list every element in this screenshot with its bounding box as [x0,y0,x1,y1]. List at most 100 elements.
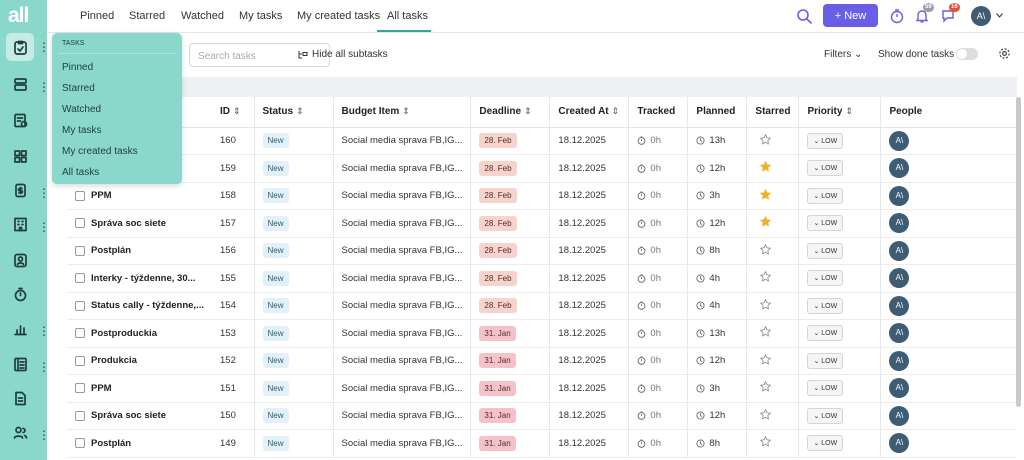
task-name-cell[interactable]: Postplán [67,237,212,265]
priority-select[interactable]: ⌄ LOW [807,297,844,314]
avatar[interactable]: A\ [889,213,910,234]
sidebar-item-contact[interactable] [9,249,31,271]
deadline-badge[interactable]: 31. Jan [479,435,516,451]
search-input[interactable]: Search tasks [189,43,330,67]
deadline-badge[interactable]: 31. Jan [479,408,516,424]
row-checkbox[interactable] [75,245,85,256]
avatar[interactable]: A\ [889,295,910,316]
avatar[interactable]: A\ [889,323,910,344]
priority-cell[interactable]: ⌄ LOW [798,154,881,183]
deadline-cell[interactable]: 31. Jan [470,429,550,458]
task-name-cell[interactable]: Produkcia [67,347,212,375]
task-name-cell[interactable]: Správa soc siete [67,402,212,430]
status-cell[interactable]: New [253,402,333,430]
sidebar-item-apps[interactable] [9,145,31,167]
status-badge[interactable]: New [262,215,289,231]
status-cell[interactable]: New [253,374,333,403]
task-name-cell[interactable]: Správa soc siete [67,209,212,238]
task-name-cell[interactable]: Interky - týždenne, 30... [67,264,212,293]
table-row[interactable]: Postproduckia 153 New Social media sprava F… [67,319,1017,348]
column-header-status[interactable]: Status ⇕ [253,97,333,128]
row-checkbox[interactable] [75,218,85,229]
task-name[interactable]: Postproduckia [91,327,157,339]
more-options-icon[interactable]: ⋮ [38,80,50,94]
column-header-created-at[interactable]: Created At ⇕ [549,97,629,128]
sidebar-item-ledger[interactable] [9,353,31,375]
priority-select[interactable]: ⌄ LOW [807,242,844,259]
priority-cell[interactable]: ⌄ LOW [798,347,881,375]
priority-select[interactable]: ⌄ LOW [807,160,844,177]
sidebar-item-tasks[interactable] [6,33,34,61]
budget-item[interactable]: Social media sprava FB,IG... [332,154,471,183]
task-name[interactable]: Status cally - týždenne,... [91,300,204,312]
row-checkbox[interactable] [75,300,85,311]
show-done-toggle[interactable] [956,48,978,60]
deadline-cell[interactable]: 28. Feb [470,127,550,155]
row-checkbox[interactable] [75,190,85,201]
dropdown-item-my-tasks[interactable]: My tasks [62,125,102,136]
sidebar-item-building[interactable] [9,213,31,235]
dropdown-item-my-created-tasks[interactable]: My created tasks [62,146,138,157]
sidebar-item-layers[interactable] [9,73,31,95]
more-options-icon[interactable]: ⋮ [38,186,50,200]
table-row[interactable]: Produkcia 152 New Social media sprava FB,IG… [67,347,1017,375]
more-options-icon[interactable]: ⋮ [38,324,50,338]
dropdown-item-watched[interactable]: Watched [62,104,102,115]
hide-subtasks-button[interactable]: Hide all subtasks [298,49,388,60]
tab-all-tasks[interactable]: All tasks [387,10,428,22]
deadline-badge[interactable]: 31. Jan [479,380,516,396]
task-name-cell[interactable]: Status cally - týždenne,... [67,292,212,320]
avatar[interactable]: A\ [889,433,910,454]
budget-item[interactable]: Social media sprava FB,IG... [332,237,471,265]
priority-cell[interactable]: ⌄ LOW [798,319,881,348]
star-icon[interactable] [760,353,772,365]
avatar[interactable]: A\ [889,350,910,371]
status-cell[interactable]: New [253,182,333,210]
deadline-badge[interactable]: 28. Feb [479,243,517,259]
star-icon[interactable] [760,216,772,227]
timer-icon[interactable] [889,8,905,24]
task-name-cell[interactable]: Postplán [67,429,212,458]
tab-my-created-tasks[interactable]: My created tasks [297,10,381,22]
starred-cell[interactable] [746,209,799,238]
priority-cell[interactable]: ⌄ LOW [798,402,881,430]
filters-dropdown[interactable]: Filters ⌄ [824,49,863,60]
priority-cell[interactable]: ⌄ LOW [798,182,881,210]
star-icon[interactable] [760,161,772,172]
starred-cell[interactable] [746,264,799,293]
table-row[interactable]: 160 New Social media sprava FB,IG... 28. Fe… [67,127,1017,155]
status-badge[interactable]: New [262,270,289,286]
avatar[interactable]: A\ [889,405,910,426]
status-badge[interactable]: New [262,188,289,204]
dropdown-item-all-tasks[interactable]: All tasks [62,167,100,178]
new-task-button[interactable]: + New [823,4,878,27]
sidebar-item-stopwatch[interactable] [9,283,31,305]
people-cell[interactable]: A\ [880,319,1017,348]
table-row[interactable]: Postplán 156 New Social media sprava FB,IG.… [67,237,1017,265]
dropdown-item-pinned[interactable]: Pinned [62,62,94,73]
deadline-badge[interactable]: 28. Feb [479,298,517,314]
deadline-badge[interactable]: 28. Feb [479,133,517,149]
deadline-badge[interactable]: 28. Feb [479,188,517,204]
star-icon[interactable] [760,436,772,447]
avatar[interactable]: A\ [889,130,910,151]
people-cell[interactable]: A\ [880,237,1017,265]
sidebar-item-budget[interactable] [9,179,31,201]
priority-cell[interactable]: ⌄ LOW [798,127,881,155]
status-cell[interactable]: New [253,264,333,293]
more-options-icon[interactable]: ⋮ [38,360,50,374]
budget-item[interactable]: Social media sprava FB,IG... [332,209,471,238]
people-cell[interactable]: A\ [880,264,1017,293]
starred-cell[interactable] [746,154,799,183]
priority-select[interactable]: ⌄ LOW [807,187,844,204]
priority-cell[interactable]: ⌄ LOW [798,237,881,265]
row-checkbox[interactable] [75,328,85,339]
star-icon[interactable] [760,271,772,282]
table-row[interactable]: 159 New Social media sprava FB,IG... 28. Fe… [67,154,1017,183]
priority-select[interactable]: ⌄ LOW [807,380,844,397]
starred-cell[interactable] [746,374,799,403]
starred-cell[interactable] [746,319,799,348]
table-row[interactable]: PPM 158 New Social media sprava FB,IG... 28.… [67,182,1017,210]
status-cell[interactable]: New [253,292,333,320]
budget-item[interactable]: Social media sprava FB,IG... [332,292,471,320]
